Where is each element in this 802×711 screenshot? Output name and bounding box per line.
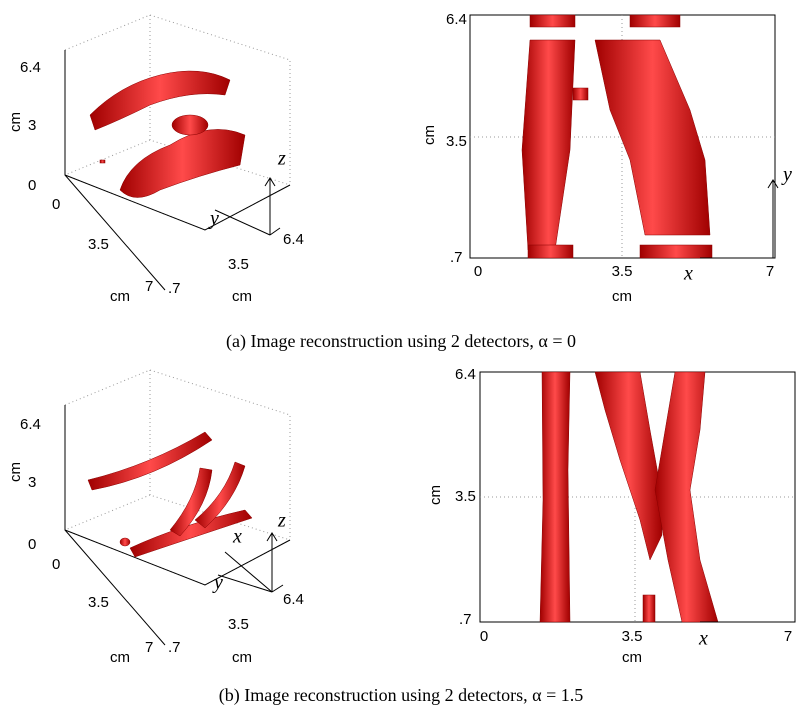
panel-a-2d: 6.4 3.5 .7 cm 0 3.5 7 cm x y	[421, 11, 792, 305]
x-tick: 3.5	[622, 628, 643, 645]
y-tick: .7	[450, 249, 463, 266]
y-tick: 3.5	[446, 133, 467, 150]
x-tick: 3.5	[612, 263, 633, 280]
x-tick: 6.4	[283, 231, 304, 248]
axis-letter: y	[208, 208, 219, 230]
z-tick: 6.4	[20, 59, 41, 76]
z-tick: 0	[28, 536, 36, 553]
x-unit: cm	[232, 649, 252, 666]
x-tick: 0	[474, 263, 482, 280]
z-tick: 0	[28, 177, 36, 194]
axis-letter: y	[212, 572, 223, 594]
x-tick: .7	[168, 639, 181, 656]
y-unit: cm	[427, 485, 444, 505]
y-tick: 6.4	[446, 11, 467, 28]
x-unit: cm	[612, 288, 632, 305]
y-tick: 7	[145, 278, 153, 295]
panel-a-3d: 6.4 3 0 cm 0 3.5 7 cm .7 3.5 6.4 cm z y	[7, 15, 304, 305]
caption: (a) Image reconstruction using 2 detecto…	[226, 331, 576, 352]
y-tick: 7	[145, 639, 153, 656]
y-tick: .7	[459, 611, 472, 628]
y-unit: cm	[110, 649, 130, 666]
x-tick: 3.5	[228, 256, 249, 273]
y-tick: 3.5	[88, 594, 109, 611]
x-tick: 7	[766, 263, 774, 280]
z-tick: 6.4	[20, 416, 41, 433]
z-tick: 3	[28, 117, 36, 134]
x-unit: cm	[622, 649, 642, 666]
panel-b-3d: 6.4 3 0 cm 0 3.5 7 cm .7 3.5 6.4 cm z x …	[7, 370, 304, 666]
y-tick: 3.5	[88, 236, 109, 253]
x-tick: 3.5	[228, 616, 249, 633]
y-tick: 0	[52, 556, 60, 573]
y-tick: 3.5	[455, 488, 476, 505]
x-tick: .7	[168, 280, 181, 297]
axis-letter: x	[683, 263, 693, 285]
figure: 6.4 3 0 cm 0 3.5 7 cm .7 3.5 6.4 cm z y …	[0, 0, 802, 711]
axis-letter: y	[781, 164, 792, 186]
axis-letter: x	[698, 628, 708, 650]
caption: (b) Image reconstruction using 2 detecto…	[219, 685, 583, 706]
x-tick: 0	[480, 628, 488, 645]
axis-letter: x	[232, 526, 242, 548]
y-unit: cm	[421, 125, 438, 145]
panel-b-2d: 6.4 3.5 .7 cm 0 3.5 7 cm x	[427, 366, 795, 666]
x-unit: cm	[232, 288, 252, 305]
z-tick: 3	[28, 474, 36, 491]
y-tick: 0	[52, 196, 60, 213]
y-unit: cm	[110, 288, 130, 305]
axis-letter: z	[277, 510, 286, 532]
x-tick: 7	[784, 628, 792, 645]
z-unit: cm	[7, 112, 24, 132]
x-tick: 6.4	[283, 591, 304, 608]
z-unit: cm	[7, 462, 24, 482]
y-tick: 6.4	[455, 366, 476, 383]
axis-letter: z	[277, 148, 286, 170]
